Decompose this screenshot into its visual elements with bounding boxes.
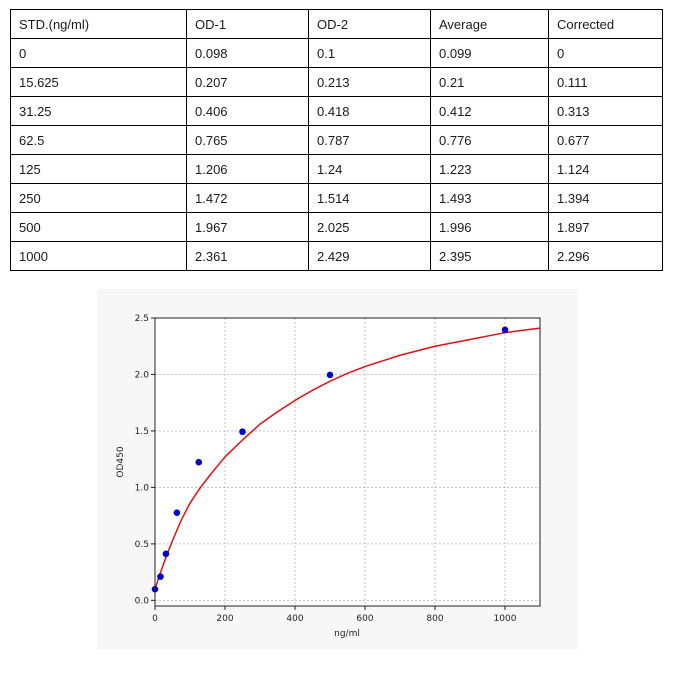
table-cell: 15.625 [10,67,187,97]
table-cell: 0.406 [186,96,309,126]
table-row: 125 1.206 1.24 1.223 1.124 [10,154,663,184]
data-point [501,326,509,334]
table-cell: 0 [10,38,187,68]
table-cell: 2.429 [308,241,431,271]
table-header-row: STD.(ng/ml) OD-1 OD-2 Average Corrected [10,9,663,39]
header-od2: OD-2 [308,9,431,39]
table-cell: 2.361 [186,241,309,271]
fitted-curve-layer [154,327,541,590]
table-cell: 1.124 [548,154,663,184]
x-tick-label: 800 [426,614,443,624]
table-row: 15.625 0.207 0.213 0.21 0.111 [10,67,663,97]
data-point [162,550,170,558]
table-cell: 0 [548,38,663,68]
table-cell: 1.472 [186,183,309,213]
fitted-curve-line [154,327,541,590]
x-tick-label: 200 [216,614,233,624]
plot-area [155,318,540,606]
header-std: STD.(ng/ml) [10,9,187,39]
table-row: 62.5 0.765 0.787 0.776 0.677 [10,125,663,155]
table-cell: 1.206 [186,154,309,184]
data-point [157,573,164,580]
y-tick-label: 1.0 [135,483,150,493]
y-tick-label: 0.0 [135,596,150,606]
data-point [195,458,203,466]
table-row: 500 1.967 2.025 1.996 1.897 [10,212,663,242]
table-cell: 0.098 [186,38,309,68]
table-row: 250 1.472 1.514 1.493 1.394 [10,183,663,213]
table-cell: 31.25 [10,96,187,126]
table-cell: 1.394 [548,183,663,213]
table-cell: 2.025 [308,212,431,242]
plot-frame [154,317,541,607]
grid-lines [154,317,540,606]
x-axis-label: ng/ml [334,629,360,639]
data-point [326,371,334,379]
table-cell: 1.967 [186,212,309,242]
table-cell: 2.395 [430,241,549,271]
table-cell: 1.897 [548,212,663,242]
table-cell: 250 [10,183,187,213]
table-cell: 0.111 [548,67,663,97]
table-cell: 0.1 [308,38,431,68]
header-od1: OD-1 [186,9,309,39]
table-cell: 0.765 [186,125,309,155]
table-cell: 1.514 [308,183,431,213]
data-point [239,428,246,436]
table-cell: 1000 [10,241,187,271]
table-row: 0 0.098 0.1 0.099 0 [10,38,663,68]
y-tick-label: 2.5 [135,314,149,324]
y-axis-label: OD450 [116,446,126,477]
x-tick-label: 1000 [494,614,517,624]
x-axis-ticks: 0 200 400 600 800 1000 [152,606,517,624]
table-cell: 1.996 [430,212,549,242]
table-cell: 0.776 [430,125,549,155]
table-cell: 1.223 [430,154,549,184]
header-average: Average [430,9,549,39]
header-corrected: Corrected [548,9,663,39]
y-tick-label: 1.5 [135,427,149,437]
table-row: 31.25 0.406 0.418 0.412 0.313 [10,96,663,126]
table-cell: 1.493 [430,183,549,213]
table-cell: 0.418 [308,96,431,126]
table-cell: 0.207 [186,67,309,97]
x-tick-label: 600 [356,614,373,624]
data-point [173,509,181,517]
standard-curve-table: STD.(ng/ml) OD-1 OD-2 Average Corrected … [10,9,663,271]
y-tick-label: 2.0 [135,370,150,380]
table-cell: 0.099 [430,38,549,68]
x-tick-label: 0 [152,614,158,624]
data-points-layer [151,326,509,593]
y-axis-ticks: 0.0 0.5 1.0 1.5 2.0 2.5 [135,314,155,606]
table-cell: 0.21 [430,67,549,97]
table-cell: 62.5 [10,125,187,155]
table-cell: 1.24 [308,154,431,184]
table-cell: 0.213 [308,67,431,97]
table-cell: 0.412 [430,96,549,126]
table-cell: 125 [10,154,187,184]
x-tick-label: 400 [286,614,303,624]
table-row: 1000 2.361 2.429 2.395 2.296 [10,241,663,271]
y-tick-label: 0.5 [135,540,149,550]
table-cell: 0.677 [548,125,663,155]
table-cell: 0.787 [308,125,431,155]
standard-curve-chart: 0 200 400 600 800 1000 0.0 0.5 1.0 1.5 2.0 2.5 ng/… [116,314,541,639]
table-cell: 2.296 [548,241,663,271]
table-cell: 0.313 [548,96,663,126]
table-cell: 500 [10,212,187,242]
